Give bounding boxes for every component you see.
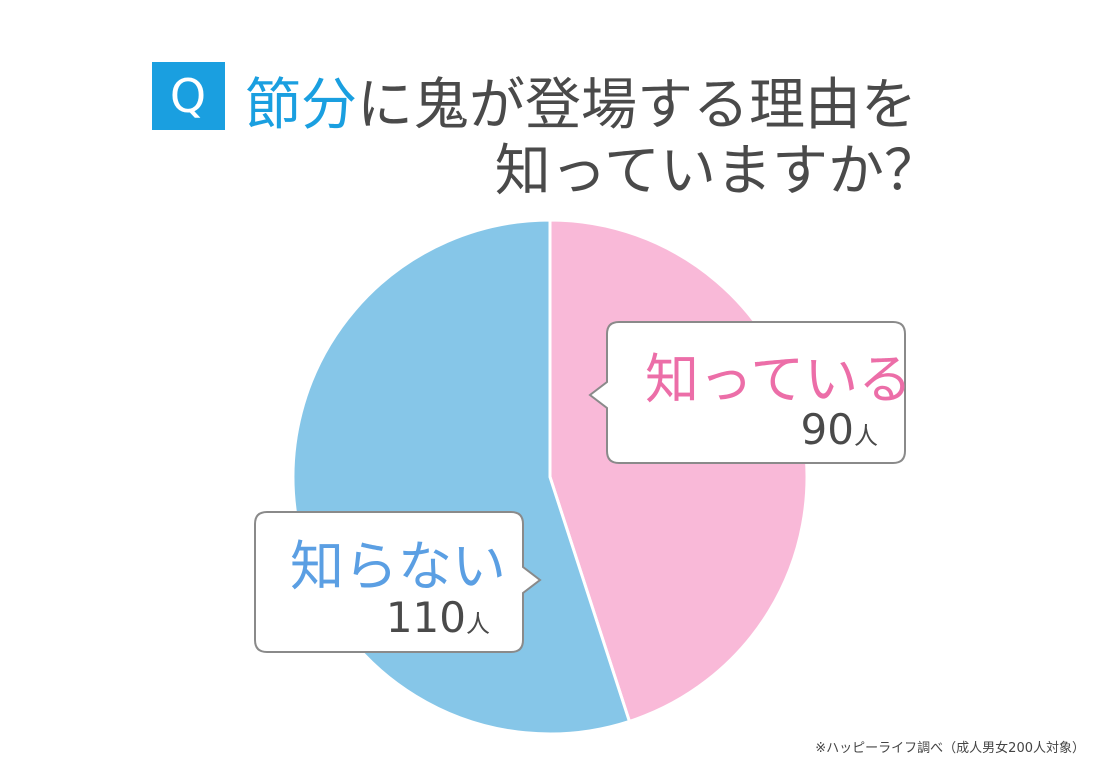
slice-label: 知らない bbox=[290, 535, 506, 598]
slice-label: 知っている bbox=[645, 348, 912, 411]
value-label: 110 bbox=[386, 593, 466, 642]
value-label-group: 90人 bbox=[801, 405, 878, 454]
source-note: ※ハッピーライフ調べ（成人男女200人対象） bbox=[815, 740, 1085, 756]
pie bbox=[291, 218, 809, 736]
callout-box bbox=[254, 511, 542, 653]
chart-title-line2: 知っていますか？ bbox=[495, 139, 940, 204]
callout-box bbox=[588, 321, 906, 464]
chart-title: 節分に鬼が登場する理由を bbox=[245, 73, 917, 138]
title-badge-box bbox=[152, 62, 225, 130]
title-badge: Q bbox=[170, 69, 206, 123]
title-rest: に鬼が登場する理由を bbox=[357, 73, 917, 138]
value-unit: 人 bbox=[854, 422, 878, 450]
value-label-group: 110人 bbox=[386, 593, 490, 642]
value-unit: 人 bbox=[466, 610, 490, 638]
value-label: 90 bbox=[801, 405, 854, 454]
title-highlight: 節分 bbox=[245, 73, 357, 138]
